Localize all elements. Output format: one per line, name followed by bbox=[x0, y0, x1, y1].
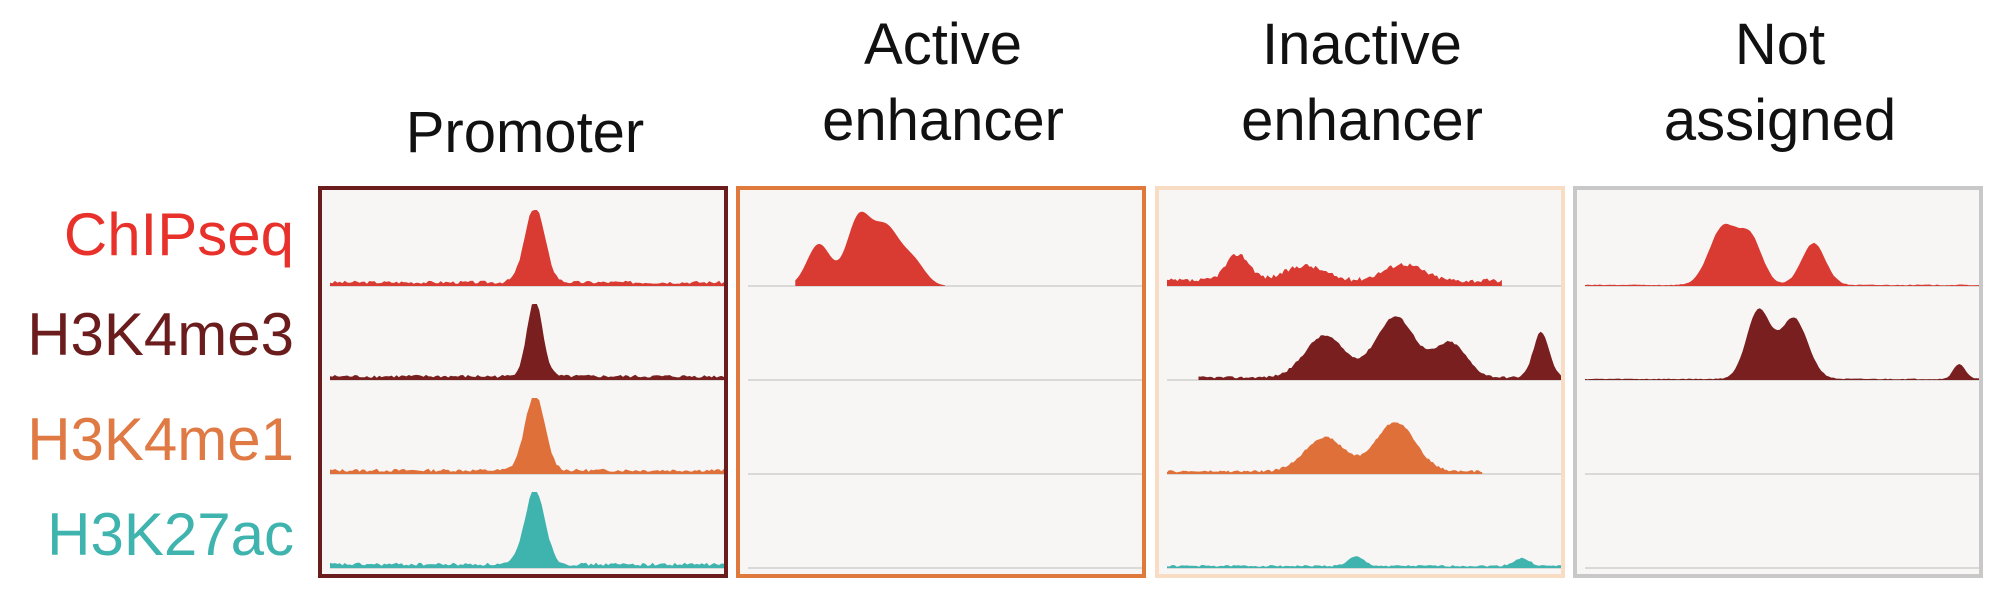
panel-tracks bbox=[748, 211, 1142, 569]
track-h3k4me1 bbox=[1167, 422, 1483, 474]
column-title-line: Not bbox=[1734, 12, 1826, 77]
column-title-active-enhancer: Active enhancer bbox=[733, 7, 1153, 159]
row-label-chipseq: ChIPseq bbox=[63, 201, 294, 268]
column-title-not-assigned: Not assigned bbox=[1570, 7, 1990, 159]
column-title-line: Promoter bbox=[405, 100, 645, 165]
column-title-line: enhancer bbox=[1241, 88, 1483, 153]
row-label-h3k4me1: H3K4me1 bbox=[27, 406, 294, 473]
track-chipseq bbox=[330, 210, 724, 286]
column-title-line: assigned bbox=[1663, 88, 1897, 153]
column-title-promoter: Promoter bbox=[315, 95, 735, 171]
track-chipseq bbox=[1167, 253, 1502, 286]
track-h3k4me3 bbox=[1585, 308, 1979, 380]
track-h3k4me3 bbox=[1198, 316, 1561, 380]
column-title-inactive-enhancer: Inactive enhancer bbox=[1152, 7, 1572, 159]
panel-inactive-enhancer bbox=[1155, 186, 1565, 578]
row-label-h3k27ac: H3K27ac bbox=[47, 501, 294, 568]
panel-not-assigned bbox=[1573, 186, 1983, 578]
track-chipseq bbox=[795, 211, 945, 286]
column-title-line: Active bbox=[864, 12, 1022, 77]
panel-tracks bbox=[1167, 253, 1561, 569]
panel-tracks bbox=[330, 210, 724, 569]
panel-tracks bbox=[1585, 223, 1979, 569]
track-chipseq bbox=[1585, 223, 1979, 286]
track-h3k27ac bbox=[330, 492, 724, 568]
row-label-h3k4me3: H3K4me3 bbox=[27, 301, 294, 368]
column-title-line: enhancer bbox=[822, 88, 1064, 153]
track-h3k4me3 bbox=[330, 304, 724, 380]
track-h3k4me1 bbox=[330, 398, 724, 474]
track-h3k27ac bbox=[1167, 556, 1561, 568]
column-title-line: Inactive bbox=[1262, 12, 1462, 77]
panel-promoter bbox=[318, 186, 728, 578]
panel-active-enhancer bbox=[736, 186, 1146, 578]
